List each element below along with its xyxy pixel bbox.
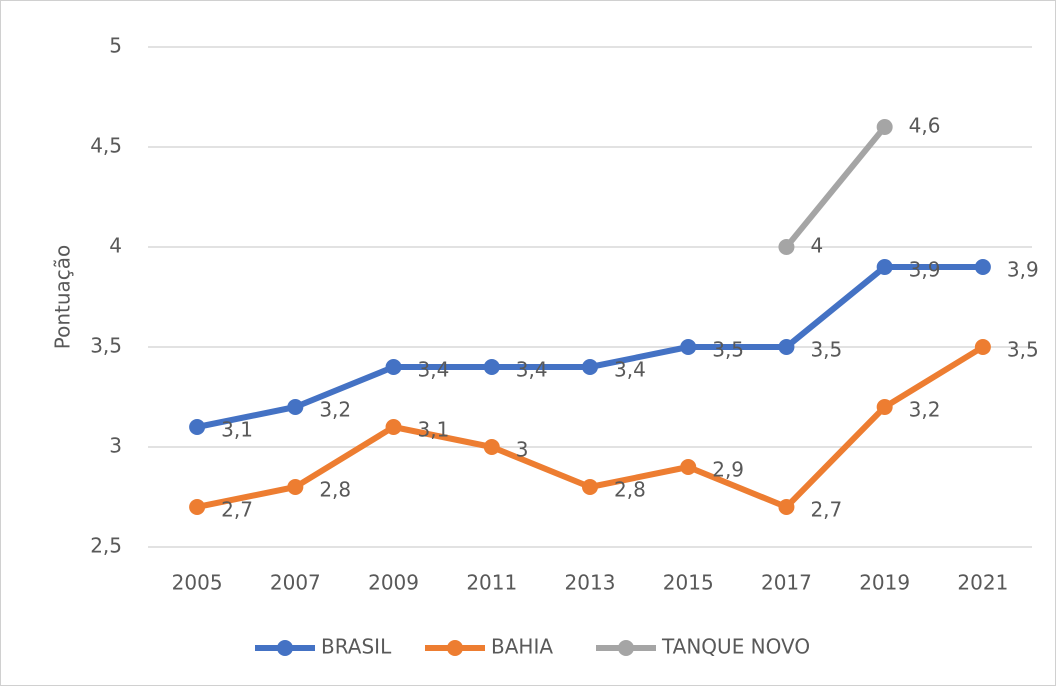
data-point xyxy=(876,259,893,275)
y-tick-label: 5 xyxy=(109,34,122,58)
legend-marker xyxy=(277,640,293,656)
x-tick-label: 2015 xyxy=(663,571,714,595)
x-tick-label: 2013 xyxy=(565,571,616,595)
data-label: 2,7 xyxy=(221,498,253,522)
data-point xyxy=(189,499,206,515)
data-label: 3,9 xyxy=(909,258,941,282)
y-tick-label: 3 xyxy=(109,434,122,458)
data-label: 3,4 xyxy=(418,358,450,382)
y-tick-label: 4,5 xyxy=(90,134,122,158)
legend-label: TANQUE NOVO xyxy=(661,635,810,659)
data-label: 3,4 xyxy=(614,358,646,382)
data-label: 2,8 xyxy=(319,478,351,502)
series-line xyxy=(784,125,887,249)
legend-label: BAHIA xyxy=(491,635,553,659)
x-tick-label: 2011 xyxy=(466,571,517,595)
x-tick-label: 2021 xyxy=(957,571,1008,595)
data-label: 4 xyxy=(810,234,823,258)
data-point xyxy=(680,459,697,475)
data-point xyxy=(974,259,991,275)
data-label: 3,5 xyxy=(810,338,842,362)
data-point xyxy=(778,339,795,355)
data-label: 3 xyxy=(516,438,529,462)
data-label: 3,2 xyxy=(909,398,941,422)
data-point xyxy=(483,359,500,375)
data-point xyxy=(483,439,500,455)
data-point xyxy=(778,499,795,515)
data-point xyxy=(189,419,206,435)
data-point xyxy=(582,479,598,495)
data-label: 3,5 xyxy=(1007,338,1039,362)
data-point xyxy=(385,419,402,435)
x-tick-label: 2017 xyxy=(761,571,812,595)
data-point xyxy=(974,339,991,355)
data-label: 2,9 xyxy=(712,458,744,482)
data-label: 3,4 xyxy=(516,358,548,382)
data-point xyxy=(680,339,697,355)
data-point xyxy=(582,359,598,375)
x-tick-label: 2009 xyxy=(368,571,419,595)
data-label: 4,6 xyxy=(909,114,941,138)
y-tick-label: 4 xyxy=(109,234,122,258)
data-label: 2,7 xyxy=(810,498,842,522)
data-point xyxy=(287,399,304,415)
data-point xyxy=(287,479,304,495)
data-label: 3,2 xyxy=(319,398,351,422)
x-tick-label: 2005 xyxy=(172,571,223,595)
data-point xyxy=(876,399,893,415)
data-point xyxy=(778,239,795,255)
y-axis-label: Pontuação xyxy=(51,245,75,350)
x-tick-label: 2019 xyxy=(859,571,910,595)
legend-marker xyxy=(447,640,463,656)
data-point xyxy=(876,119,893,135)
legend-label: BRASIL xyxy=(321,635,392,659)
data-label: 2,8 xyxy=(614,478,646,502)
data-label: 3,1 xyxy=(418,418,450,442)
y-tick-label: 3,5 xyxy=(90,334,122,358)
data-label: 3,9 xyxy=(1007,258,1039,282)
legend-marker xyxy=(618,640,634,656)
data-label: 3,5 xyxy=(712,338,744,362)
data-point xyxy=(385,359,402,375)
data-label: 3,1 xyxy=(221,418,253,442)
x-tick-label: 2007 xyxy=(270,571,321,595)
y-tick-label: 2,5 xyxy=(90,534,122,558)
